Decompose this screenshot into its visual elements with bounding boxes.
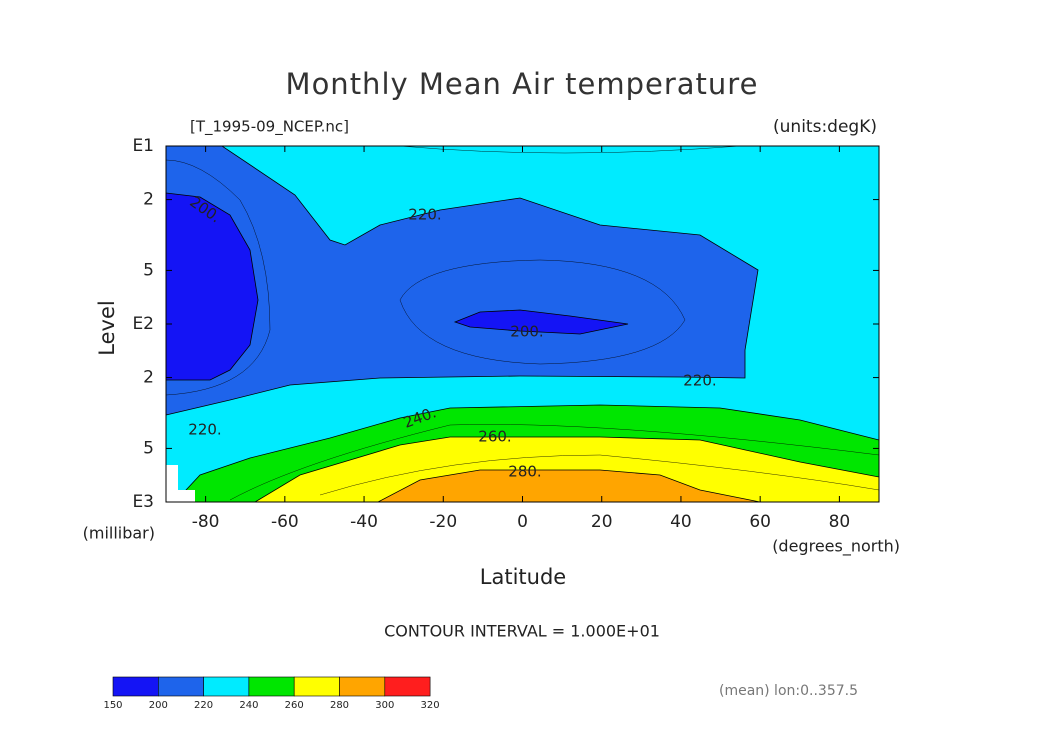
white-gap: [166, 465, 195, 502]
colorbar-label: 300: [375, 700, 394, 711]
colorbar-label: 220: [194, 700, 213, 711]
footer: (mean) lon:0..357.5: [719, 683, 858, 699]
contour-label: 220.: [408, 206, 441, 224]
contour-label: 260.: [478, 428, 511, 446]
contour-region: [165, 192, 259, 381]
y-tick-label: E1: [132, 136, 154, 156]
colorbar-box: [203, 676, 250, 697]
y-tick-label: 5: [143, 438, 154, 458]
colorbar-box: [339, 676, 386, 697]
colorbar-label: 260: [285, 700, 304, 711]
y-unit: (millibar): [83, 524, 155, 543]
contour-line: [399, 259, 686, 365]
colorbar-label: 280: [330, 700, 349, 711]
units: (units:degK): [773, 117, 877, 137]
contour-line: [165, 159, 271, 396]
x-axis-label: Latitude: [480, 565, 566, 589]
contour-label: 280.: [508, 463, 541, 481]
colorbar-box: [384, 676, 431, 697]
y-tick-label: E3: [132, 492, 154, 512]
colorbar-box: [112, 676, 159, 697]
subtitle: [T_1995-09_NCEP.nc]: [190, 118, 349, 137]
contour-interval: CONTOUR INTERVAL = 1.000E+01: [384, 622, 660, 641]
x-tick-label: -40: [350, 512, 378, 532]
x-tick-label: 20: [591, 512, 613, 532]
y-tick-label: 2: [143, 190, 154, 210]
contour-region: [165, 145, 759, 416]
x-tick-label: -20: [429, 512, 457, 532]
chart-title: Monthly Mean Air temperature: [286, 67, 759, 101]
colorbar-box: [248, 676, 295, 697]
colorbar-label: 200: [149, 700, 168, 711]
contour-line: [319, 454, 880, 496]
y-tick-label: 5: [143, 260, 154, 280]
colorbar-label: 320: [421, 700, 440, 711]
x-unit: (degrees_north): [772, 537, 900, 557]
colorbar-label: 240: [239, 700, 258, 711]
contour-line: [229, 424, 880, 501]
contour-region: [453, 309, 629, 335]
x-tick-label: 0: [517, 512, 528, 532]
colorbar-box: [293, 676, 340, 697]
x-tick-label: 40: [670, 512, 692, 532]
x-tick-label: -80: [192, 512, 220, 532]
y-tick-label: E2: [132, 314, 154, 334]
contour-label: 200.: [510, 323, 543, 341]
colorbar-label: 150: [103, 700, 122, 711]
x-tick-label: 80: [829, 512, 851, 532]
contour-line: [399, 145, 741, 154]
contour-label: 220.: [188, 421, 221, 439]
x-tick-label: 60: [749, 512, 771, 532]
y-axis-label: Level: [95, 300, 119, 355]
colorbar-box: [158, 676, 204, 697]
x-tick-label: -60: [271, 512, 299, 532]
contour-label: 220.: [683, 372, 716, 390]
y-tick-label: 2: [143, 368, 154, 388]
contour-region: [377, 469, 761, 503]
